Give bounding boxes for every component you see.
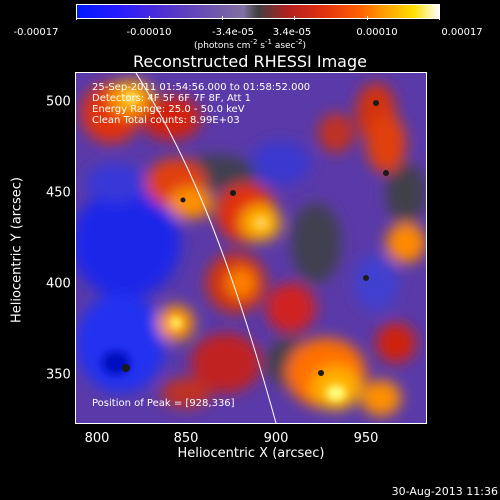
- x-tick-label: 950: [353, 431, 379, 446]
- colorbar: [76, 4, 440, 19]
- plot-title: Reconstructed RHESSI Image: [133, 52, 367, 71]
- y-axis-label: Heliocentric Y (arcsec): [9, 177, 25, 323]
- x-tick-label: 800: [84, 431, 110, 446]
- colorbar-tick-label: 3.4e-05: [272, 27, 312, 38]
- colorbar-tick: [76, 16, 77, 20]
- x-axis-label: Heliocentric X (arcsec): [177, 446, 325, 461]
- info-energy-range: Energy Range: 25.0 - 50.0 keV: [92, 104, 245, 115]
- info-time-range: 25-Sep-2011 01:54:56.000 to 01:58:52.000: [92, 82, 311, 93]
- colorbar-tick-label: -0.00010: [126, 27, 172, 38]
- y-tick-label: 400: [46, 276, 71, 292]
- colorbar-tick-label: -3.4e-05: [212, 27, 254, 38]
- colorbar-tick-label: 0.00017: [441, 27, 483, 38]
- footer-date: 30-Aug-2013 11:36: [391, 485, 498, 498]
- x-tick-label: 900: [263, 431, 289, 446]
- y-tick-label: 350: [46, 367, 71, 383]
- colorbar-tick: [367, 16, 368, 20]
- x-tick-label: 850: [173, 431, 199, 446]
- info-total-counts: Clean Total counts: 8.99E+03: [92, 115, 240, 126]
- colorbar-tick-label: 0.00010: [356, 27, 398, 38]
- colorbar-tick: [439, 16, 440, 20]
- image-canvas: [76, 73, 426, 423]
- info-detectors: Detectors: 4F 5F 6F 7F 8F, Att 1: [92, 93, 252, 104]
- solar-limb-line: [135, 73, 277, 423]
- colorbar-units: (photons cm-2 s-1 asec-2): [193, 38, 307, 51]
- colorbar-tick: [149, 16, 150, 20]
- y-tick-label: 450: [46, 185, 71, 201]
- colorbar-tick: [294, 16, 295, 20]
- colorbar-tick-label: -0.00017: [13, 27, 59, 38]
- info-peak-position: Position of Peak = [928,336]: [92, 398, 235, 409]
- y-tick-label: 500: [46, 94, 71, 110]
- colorbar-tick: [222, 16, 223, 20]
- rhessi-image: [75, 72, 427, 424]
